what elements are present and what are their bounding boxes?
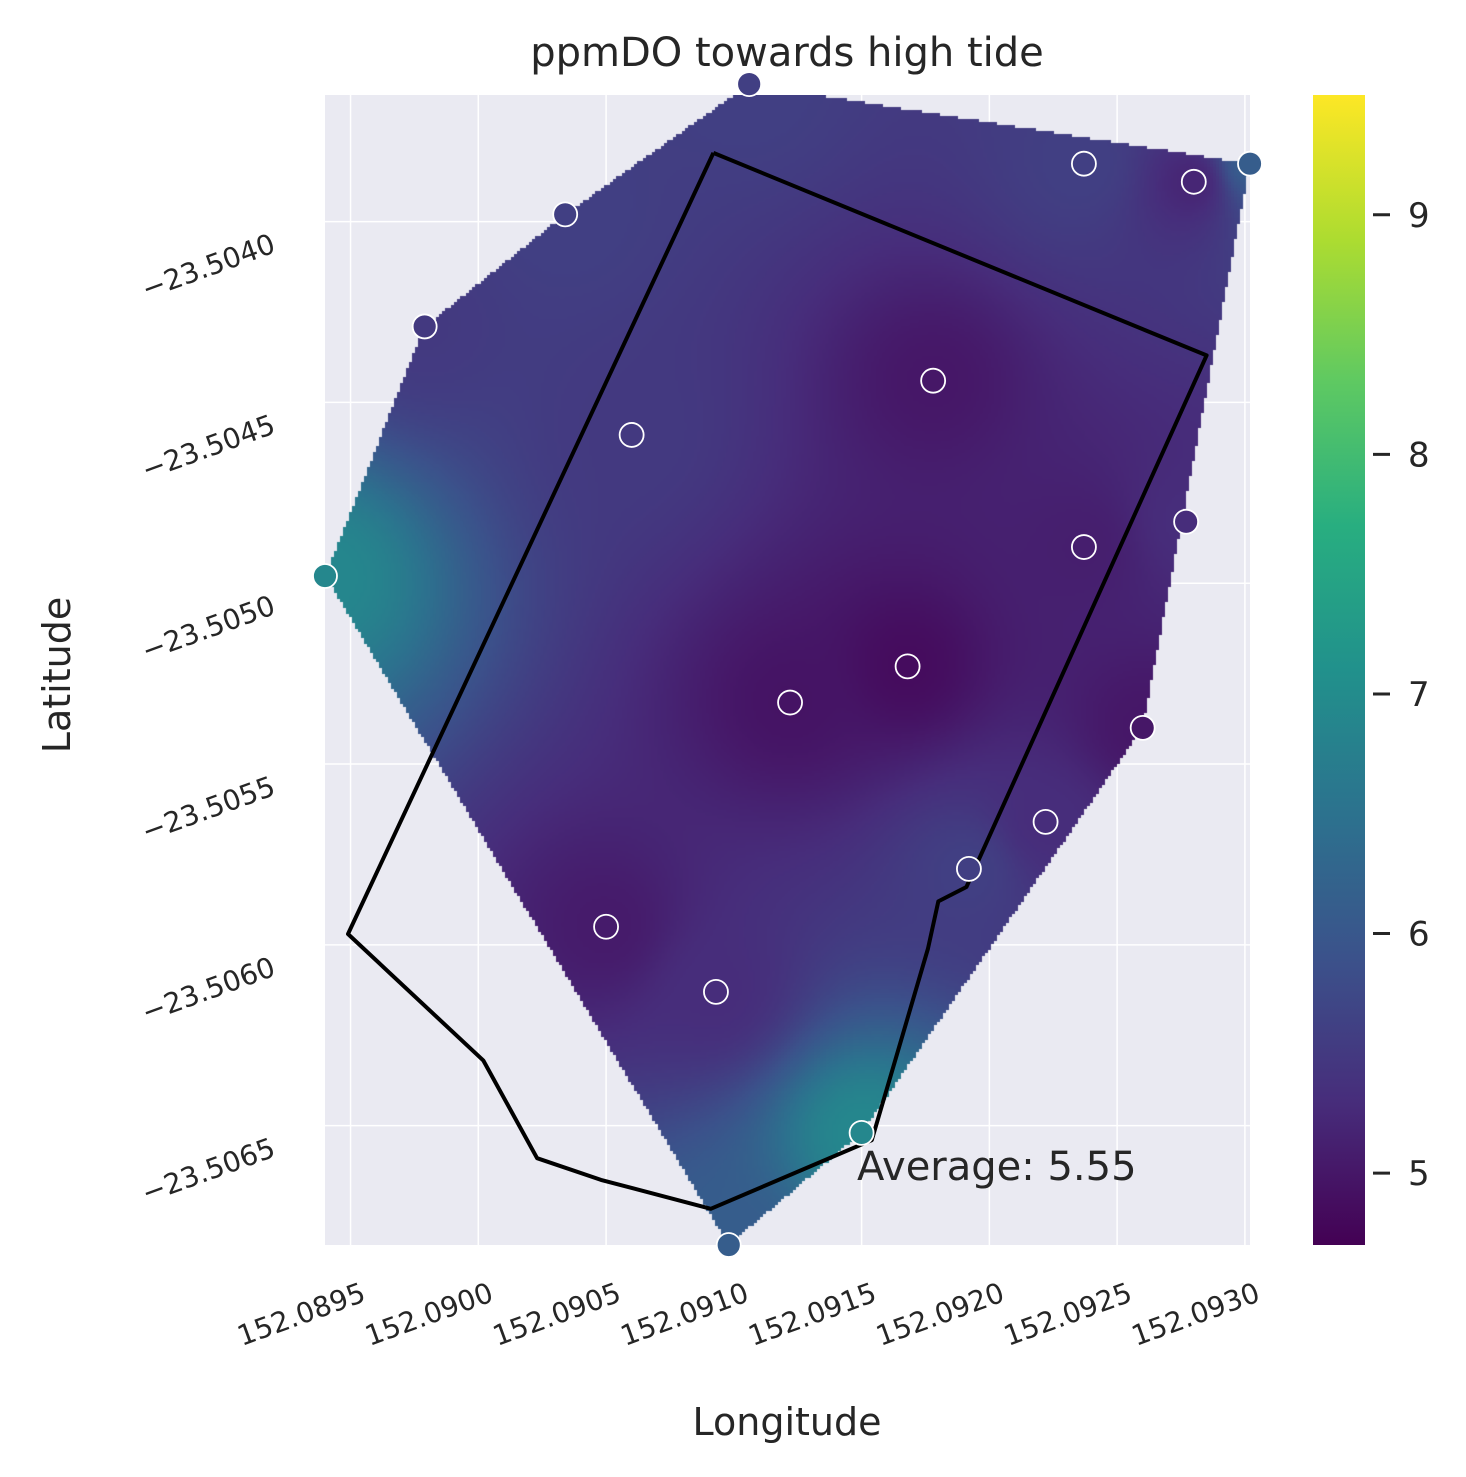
x-tick-label-1: 152.0900 xyxy=(361,1276,498,1353)
average-annotation: Average: 5.55 xyxy=(857,1144,1137,1190)
colorbar-tick-label-3: 8 xyxy=(1408,435,1430,475)
y-tick-label-0: −23.5040 xyxy=(137,227,279,306)
y-axis-label: Latitude xyxy=(35,597,79,753)
x-axis-label: Longitude xyxy=(693,1400,882,1444)
sample-point-10 xyxy=(312,563,338,589)
y-tick-label-3: −23.5055 xyxy=(137,770,279,849)
sample-point-3 xyxy=(618,422,645,448)
y-tick-label-5: −23.5065 xyxy=(137,1131,279,1210)
colorbar-tick-label-4: 9 xyxy=(1408,196,1430,236)
sample-point-12 xyxy=(777,689,803,716)
chart-title: ppmDO towards high tide xyxy=(530,30,1044,76)
colorbar-tick-label-0: 5 xyxy=(1408,1154,1430,1194)
y-tick-label-1: −23.5045 xyxy=(137,408,279,487)
interpolated-surface xyxy=(325,95,1250,1245)
sample-points xyxy=(312,71,1263,1258)
sample-point-11 xyxy=(894,653,921,680)
sample-point-9 xyxy=(1071,534,1097,560)
boundary-outline xyxy=(346,151,1209,1211)
sample-point-16 xyxy=(593,913,619,940)
y-tick-label-2: −23.5050 xyxy=(137,589,279,668)
sample-point-18 xyxy=(848,1119,875,1146)
colorbar xyxy=(1313,95,1365,1245)
sample-point-14 xyxy=(1032,808,1059,835)
x-tick-labels: 152.0895152.0900152.0905152.0910152.0915… xyxy=(233,1276,1264,1353)
x-tick-label-3: 152.0910 xyxy=(616,1276,753,1353)
y-tick-label-4: −23.5060 xyxy=(137,950,279,1029)
x-tick-label-4: 152.0915 xyxy=(744,1276,881,1353)
x-tick-label-6: 152.0925 xyxy=(999,1276,1136,1353)
y-tick-labels: −23.5040 −23.5045 −23.5050 −23.5055 −23.5060… xyxy=(137,227,279,1210)
colorbar-tick-label-2: 7 xyxy=(1408,675,1430,715)
x-tick-label-5: 152.0920 xyxy=(872,1276,1009,1353)
sample-point-1 xyxy=(552,201,579,228)
sample-point-5 xyxy=(1180,168,1207,195)
x-tick-label-0: 152.0895 xyxy=(233,1276,370,1353)
sample-point-4 xyxy=(1071,150,1097,177)
sample-point-6 xyxy=(1237,150,1263,177)
sample-point-2 xyxy=(411,313,438,340)
colorbar-ticks: 5 6 7 8 9 xyxy=(1373,196,1430,1194)
x-tick-label-7: 152.0930 xyxy=(1127,1276,1264,1353)
sample-point-7 xyxy=(920,367,947,394)
sample-point-17 xyxy=(703,978,729,1005)
sample-point-0 xyxy=(736,71,763,98)
x-tick-label-2: 152.0905 xyxy=(488,1276,625,1353)
colorbar-tick-label-1: 6 xyxy=(1408,915,1430,955)
sample-point-19 xyxy=(715,1232,742,1258)
sample-point-8 xyxy=(1173,508,1200,535)
sample-point-15 xyxy=(956,855,982,882)
sample-point-13 xyxy=(1129,714,1156,741)
